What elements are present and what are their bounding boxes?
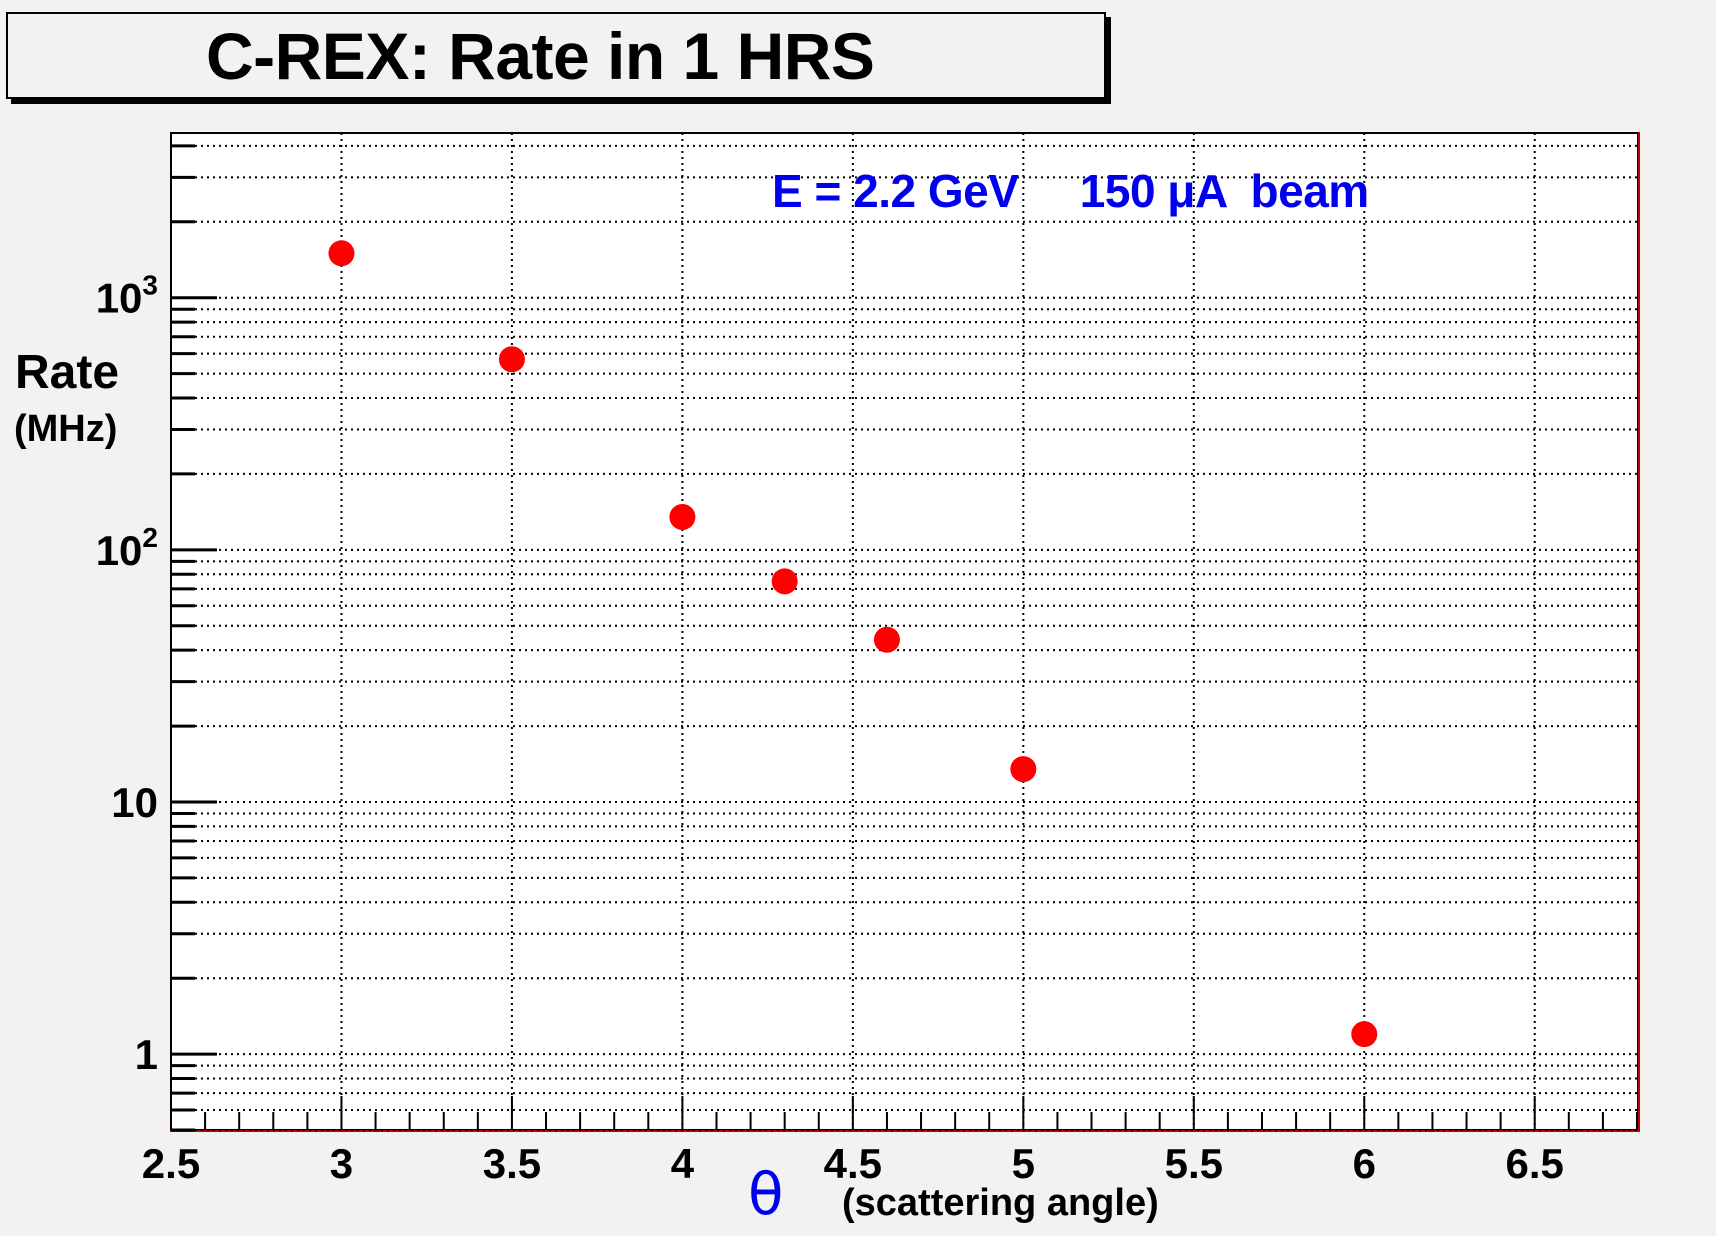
plot-border-right: [1638, 132, 1640, 1132]
y-tick-label: 1: [135, 1031, 158, 1078]
chart-title-box: C-REX: Rate in 1 HRS: [6, 12, 1106, 99]
beam-annotation: E = 2.2 GeV 150 μA beam: [772, 165, 1369, 217]
y-tick-label: 102: [96, 522, 158, 574]
x-axis-symbol: θ: [748, 1160, 784, 1228]
chart-title: C-REX: Rate in 1 HRS: [206, 18, 875, 93]
data-point: [1351, 1021, 1378, 1048]
y-axis-unit: (MHz): [14, 408, 118, 450]
data-point: [1010, 756, 1037, 783]
x-tick-label: 3.5: [483, 1140, 541, 1187]
data-point: [328, 240, 355, 267]
y-tick-label: 103: [96, 270, 158, 322]
data-point: [771, 568, 798, 595]
x-tick-label: 3: [330, 1140, 353, 1187]
data-point: [873, 626, 900, 653]
x-tick-label: 4.5: [824, 1140, 882, 1187]
x-tick-label: 4: [671, 1140, 695, 1187]
x-tick-label: 5.5: [1165, 1140, 1223, 1187]
x-tick-label: 6: [1353, 1140, 1376, 1187]
x-axis-label: (scattering angle): [842, 1182, 1159, 1224]
y-tick-label: 10: [111, 779, 158, 826]
x-tick-label: 6.5: [1506, 1140, 1564, 1187]
x-tick-label: 2.5: [142, 1140, 200, 1187]
data-point: [669, 503, 696, 530]
data-point: [498, 346, 525, 373]
y-axis-label: Rate: [15, 346, 120, 399]
x-tick-label: 5: [1012, 1140, 1035, 1187]
